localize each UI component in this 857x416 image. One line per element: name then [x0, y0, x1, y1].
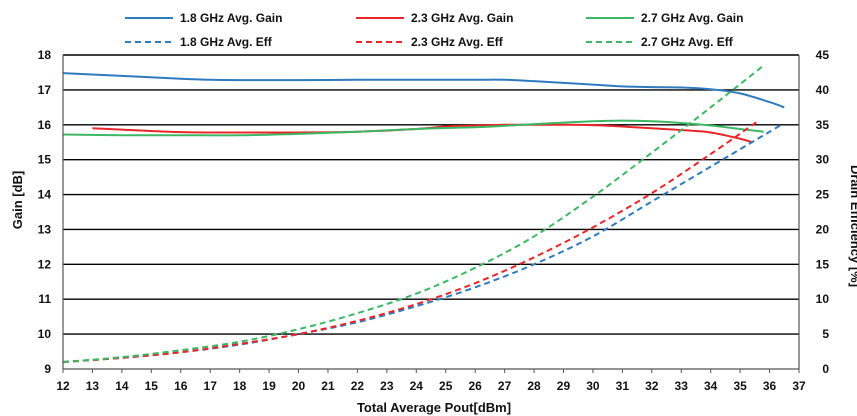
legend-label: 2.3 GHz Avg. Eff: [411, 35, 504, 49]
legend-label: 2.7 GHz Avg. Gain: [641, 11, 743, 25]
series-line-2-3-ghz-avg-eff: [62, 120, 759, 364]
x-tick-label: 20: [292, 379, 306, 393]
y-tick-label: 13: [38, 222, 52, 236]
y-tick-label: 9: [44, 362, 51, 376]
x-tick-label: 22: [351, 379, 365, 393]
legend-label: 2.7 GHz Avg. Eff: [641, 35, 734, 49]
y-tick-label: 17: [38, 83, 52, 97]
y-axis-title: Gain [dB]: [10, 171, 25, 230]
series-line-1-8-ghz-avg-gain: [62, 72, 785, 109]
x-tick-label: 36: [763, 379, 777, 393]
x-tick-label: 35: [733, 379, 747, 393]
x-tick-label: 15: [145, 379, 159, 393]
x-tick-label: 18: [233, 379, 247, 393]
x-tick-label: 12: [56, 379, 70, 393]
y-tick-label: 16: [38, 118, 52, 132]
y-tick-label: 10: [38, 327, 52, 341]
x-tick-label: 33: [675, 379, 689, 393]
x-tick-label: 13: [86, 379, 100, 393]
y2-tick-label: 25: [816, 188, 830, 202]
y2-tick-label: 45: [816, 48, 830, 62]
x-tick-label: 21: [321, 379, 335, 393]
x-tick-label: 17: [204, 379, 218, 393]
y-tick-label: 15: [38, 153, 52, 167]
series-layer: [62, 64, 785, 364]
x-tick-label: 25: [439, 379, 453, 393]
y2-tick-label: 10: [816, 292, 830, 306]
x-tick-label: 32: [645, 379, 659, 393]
y2-axis-title: Drain Efficiency [%]: [848, 165, 857, 287]
x-tick-label: 24: [410, 379, 424, 393]
series-line-2-7-ghz-avg-gain: [62, 119, 764, 137]
x-tick-label: 37: [792, 379, 806, 393]
x-tick-label: 31: [616, 379, 630, 393]
x-tick-label: 34: [704, 379, 718, 393]
x-axis-title: Total Average Pout[dBm]: [357, 400, 511, 415]
y2-tick-label: 40: [816, 83, 830, 97]
series-line-2-7-ghz-avg-eff: [62, 64, 765, 364]
tick-labels: 12 13 14 15 16 17 18 19 20 21 22 23 24 25 26 27 28 29 30 31…: [38, 48, 830, 393]
x-tick-label: 19: [262, 379, 276, 393]
y2-tick-label: 35: [816, 118, 830, 132]
y-tick-label: 11: [38, 292, 51, 306]
legend-label: 1.8 GHz Avg. Gain: [180, 11, 282, 25]
y2-tick-label: 30: [816, 153, 830, 167]
x-tick-label: 29: [557, 379, 571, 393]
x-tick-label: 16: [174, 379, 188, 393]
series-line-1-8-ghz-avg-eff: [62, 123, 782, 364]
x-tick-label: 14: [115, 379, 129, 393]
series-line-2-3-ghz-avg-gain: [92, 123, 753, 144]
legend: 1.8 GHz Avg. Gain 2.3 GHz Avg. Gain 2.7 GH…: [125, 11, 743, 49]
grid: [63, 54, 799, 335]
y2-tick-label: 15: [816, 257, 830, 271]
x-tick-label: 27: [498, 379, 512, 393]
x-tick-label: 30: [586, 379, 600, 393]
x-tick-label: 26: [468, 379, 482, 393]
y-tick-label: 12: [38, 257, 52, 271]
y-tick-label: 18: [38, 48, 52, 62]
axes: [62, 55, 800, 373]
y2-tick-label: 20: [816, 222, 830, 236]
legend-label: 2.3 GHz Avg. Gain: [411, 11, 513, 25]
x-tick-label: 23: [380, 379, 394, 393]
legend-label: 1.8 GHz Avg. Eff: [180, 35, 273, 49]
y2-tick-label: 0: [822, 362, 829, 376]
y-tick-label: 14: [38, 188, 52, 202]
y2-tick-label: 5: [822, 327, 829, 341]
x-tick-label: 28: [527, 379, 541, 393]
